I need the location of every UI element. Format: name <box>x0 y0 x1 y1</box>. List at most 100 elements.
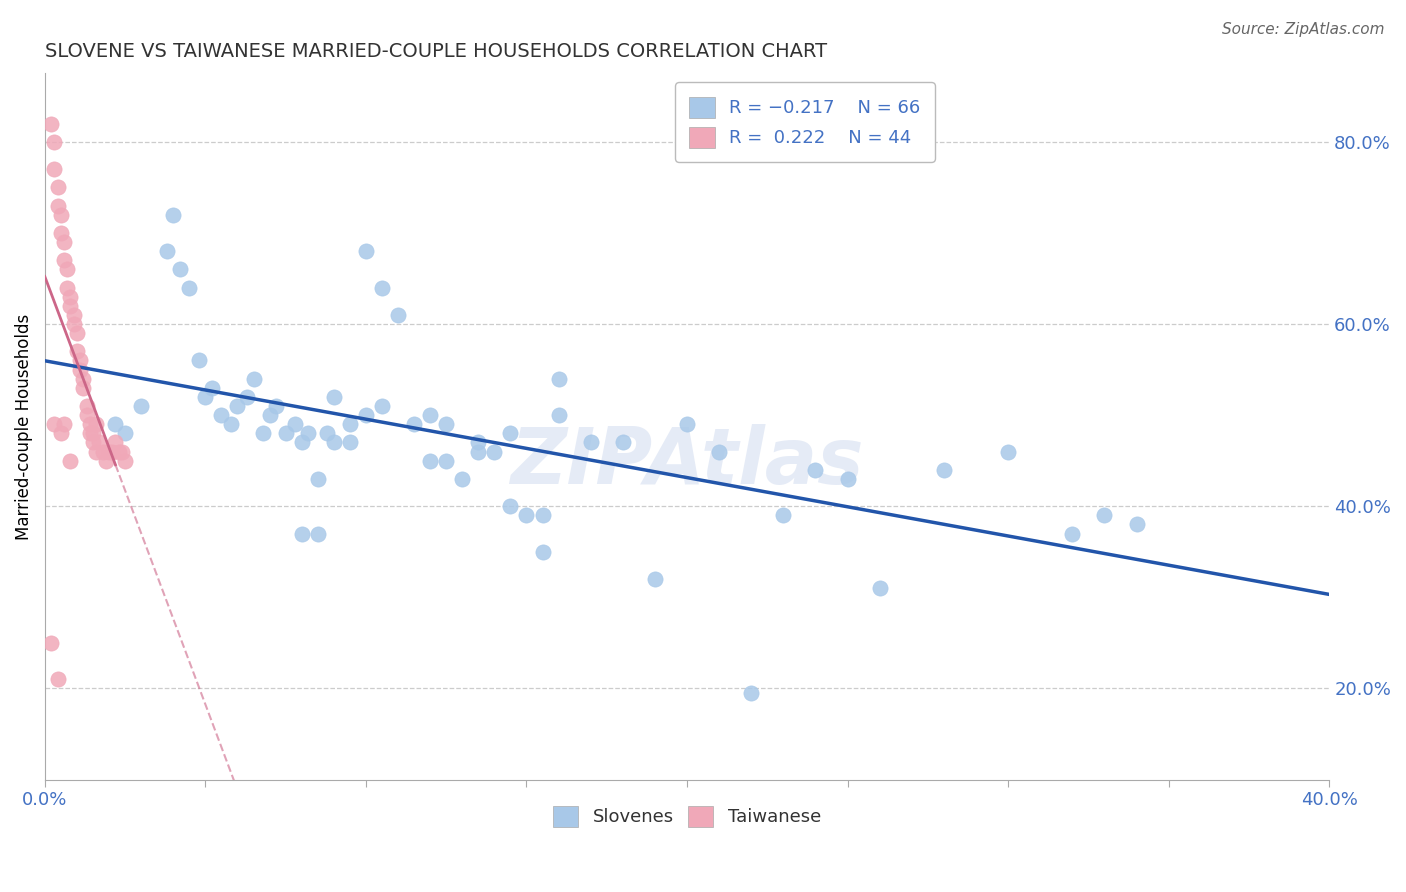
Point <box>66 344 89 359</box>
Point <box>187 353 209 368</box>
Point <box>62 317 84 331</box>
Point <box>79 426 101 441</box>
Point <box>339 417 361 432</box>
Point <box>201 381 224 395</box>
Point <box>451 472 474 486</box>
Text: ZIPAtlas: ZIPAtlas <box>510 424 863 500</box>
Point <box>419 453 441 467</box>
Point <box>676 417 699 432</box>
Point <box>53 417 76 432</box>
Point <box>1062 526 1084 541</box>
Point <box>62 308 84 322</box>
Point <box>194 390 217 404</box>
Point <box>59 299 82 313</box>
Point <box>72 372 94 386</box>
Point <box>162 208 184 222</box>
Point <box>49 226 72 240</box>
Point <box>259 408 281 422</box>
Point <box>39 117 62 131</box>
Point <box>69 362 91 376</box>
Point <box>547 408 569 422</box>
Point <box>66 326 89 340</box>
Point <box>46 198 69 212</box>
Point <box>371 280 394 294</box>
Point <box>84 417 107 432</box>
Point <box>612 435 634 450</box>
Point <box>84 444 107 458</box>
Point <box>91 444 114 458</box>
Point <box>291 526 314 541</box>
Point <box>89 435 111 450</box>
Point <box>387 308 409 322</box>
Point <box>104 435 127 450</box>
Point <box>531 508 554 523</box>
Point <box>107 444 129 458</box>
Y-axis label: Married-couple Households: Married-couple Households <box>15 313 32 540</box>
Point <box>371 399 394 413</box>
Point <box>837 472 859 486</box>
Point <box>76 399 98 413</box>
Point <box>291 435 314 450</box>
Point <box>434 453 457 467</box>
Point <box>79 417 101 432</box>
Point <box>56 280 79 294</box>
Point <box>804 463 827 477</box>
Point <box>82 426 104 441</box>
Point <box>307 526 329 541</box>
Point <box>772 508 794 523</box>
Legend: Slovenes, Taiwanese: Slovenes, Taiwanese <box>546 799 828 834</box>
Point <box>114 426 136 441</box>
Point <box>98 444 121 458</box>
Point <box>44 135 66 149</box>
Point <box>252 426 274 441</box>
Point <box>46 673 69 687</box>
Point <box>547 372 569 386</box>
Point <box>322 390 344 404</box>
Point <box>467 444 489 458</box>
Point <box>56 262 79 277</box>
Point <box>236 390 259 404</box>
Point <box>531 545 554 559</box>
Point <box>284 417 307 432</box>
Point <box>72 381 94 395</box>
Point <box>156 244 179 259</box>
Point <box>242 372 264 386</box>
Point <box>69 353 91 368</box>
Point <box>226 399 249 413</box>
Point <box>322 435 344 450</box>
Point <box>467 435 489 450</box>
Point <box>274 426 297 441</box>
Point <box>515 508 537 523</box>
Point <box>111 444 134 458</box>
Point <box>39 636 62 650</box>
Point <box>740 686 762 700</box>
Point <box>44 417 66 432</box>
Point <box>179 280 201 294</box>
Point <box>354 244 377 259</box>
Point <box>101 444 124 458</box>
Point <box>49 208 72 222</box>
Point <box>219 417 242 432</box>
Point <box>499 500 522 514</box>
Point <box>94 453 117 467</box>
Point <box>419 408 441 422</box>
Point <box>209 408 232 422</box>
Point <box>44 162 66 177</box>
Text: SLOVENE VS TAIWANESE MARRIED-COUPLE HOUSEHOLDS CORRELATION CHART: SLOVENE VS TAIWANESE MARRIED-COUPLE HOUS… <box>45 42 827 61</box>
Point <box>53 253 76 268</box>
Point <box>339 435 361 450</box>
Point <box>59 453 82 467</box>
Point <box>484 444 506 458</box>
Point <box>404 417 426 432</box>
Point <box>104 417 127 432</box>
Point <box>59 290 82 304</box>
Point <box>499 426 522 441</box>
Point <box>129 399 152 413</box>
Point <box>316 426 339 441</box>
Text: Source: ZipAtlas.com: Source: ZipAtlas.com <box>1222 22 1385 37</box>
Point <box>76 408 98 422</box>
Point <box>354 408 377 422</box>
Point <box>1125 517 1147 532</box>
Point <box>264 399 287 413</box>
Point <box>114 453 136 467</box>
